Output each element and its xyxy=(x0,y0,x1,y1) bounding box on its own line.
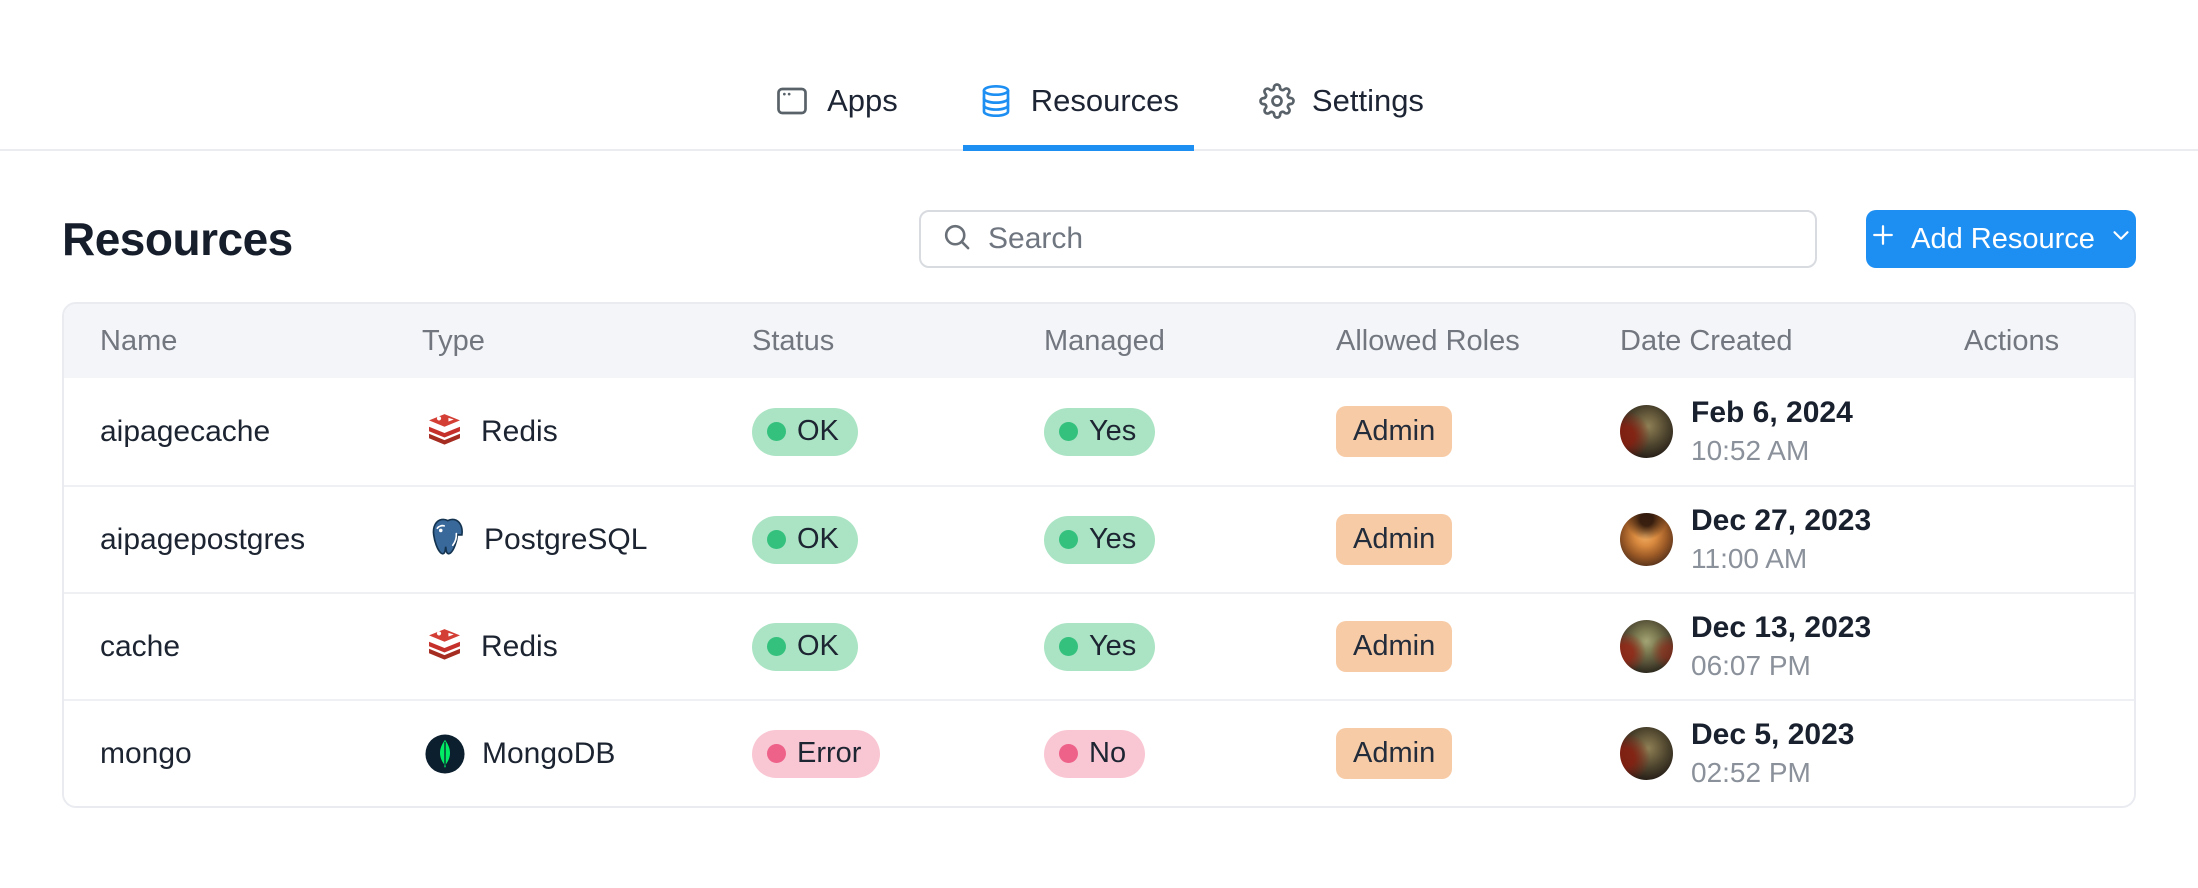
avatar xyxy=(1620,727,1673,780)
managed-badge: Yes xyxy=(1044,407,1156,456)
search-input[interactable] xyxy=(988,222,1795,256)
gear-icon xyxy=(1259,82,1295,119)
search-box xyxy=(919,210,1817,268)
role-badge: Admin xyxy=(1336,728,1453,779)
time-created: 11:00 AM xyxy=(1691,543,1808,574)
time-created: 06:07 PM xyxy=(1691,650,1811,681)
managed-dot xyxy=(1059,744,1078,763)
managed-dot xyxy=(1059,637,1078,656)
date-created-cell: Feb 6, 2024 10:52 AM xyxy=(1620,396,1964,467)
time-created: 02:52 PM xyxy=(1691,757,1811,788)
table-row[interactable]: aipagecache Redis OK Yes Admin xyxy=(64,378,2134,485)
column-header-allowed-roles: Allowed Roles xyxy=(1336,324,1520,357)
status-badge: OK xyxy=(752,515,858,564)
status-badge: OK xyxy=(752,622,858,671)
table-header: Name Type Status Managed Allowed Roles D… xyxy=(64,304,2134,378)
redis-icon xyxy=(422,624,467,669)
date-created-cell: Dec 5, 2023 02:52 PM xyxy=(1620,718,1964,789)
date-created: Feb 6, 2024 xyxy=(1691,396,1853,429)
resource-type-cell: PostgreSQL xyxy=(422,516,752,564)
status-dot xyxy=(767,422,786,441)
resource-type-cell: Redis xyxy=(422,409,752,454)
role-badge: Admin xyxy=(1336,514,1453,565)
tab-resources[interactable]: Resources xyxy=(962,52,1195,151)
add-resource-label: Add Resource xyxy=(1911,222,2095,255)
date-created: Dec 5, 2023 xyxy=(1691,718,1855,751)
top-tab-bar: Apps Resources Settings xyxy=(0,0,2198,151)
apps-window-icon xyxy=(774,83,810,119)
date-created: Dec 13, 2023 xyxy=(1691,611,1872,644)
status-badge: Error xyxy=(752,729,881,778)
tab-apps[interactable]: Apps xyxy=(759,52,913,149)
add-resource-button[interactable]: Add Resource xyxy=(1866,210,2136,268)
status-dot xyxy=(767,637,786,656)
resource-type-cell: Redis xyxy=(422,624,752,669)
page-title: Resources xyxy=(62,213,293,265)
chevron-down-icon xyxy=(2108,222,2134,256)
role-badge: Admin xyxy=(1336,406,1453,457)
avatar xyxy=(1620,405,1673,458)
managed-badge: No xyxy=(1044,729,1146,778)
status-badge: OK xyxy=(752,407,858,456)
status-dot xyxy=(767,530,786,549)
status-dot xyxy=(767,744,786,763)
resource-type-label: Redis xyxy=(481,414,558,448)
column-header-type: Type xyxy=(422,324,485,357)
date-created-cell: Dec 27, 2023 11:00 AM xyxy=(1620,504,1964,575)
avatar xyxy=(1620,513,1673,566)
tab-apps-label: Apps xyxy=(827,82,898,118)
managed-dot xyxy=(1059,530,1078,549)
resource-name: cache xyxy=(100,629,181,663)
table-row[interactable]: aipagepostgres PostgreSQL OK Yes Admin xyxy=(64,485,2134,592)
resource-type-label: MongoDB xyxy=(482,736,616,770)
time-created: 10:52 AM xyxy=(1691,435,1810,466)
resources-table: Name Type Status Managed Allowed Roles D… xyxy=(62,302,2136,808)
resources-page: Resources Add Resource xyxy=(0,210,2198,808)
resource-name: aipagepostgres xyxy=(100,522,306,556)
mongodb-icon xyxy=(422,731,468,777)
table-row[interactable]: mongo MongoDB Error No Admin Dec 5, 2023 xyxy=(64,699,2134,806)
column-header-managed: Managed xyxy=(1044,324,1165,357)
column-header-date-created: Date Created xyxy=(1620,324,1793,357)
managed-dot xyxy=(1059,422,1078,441)
role-badge: Admin xyxy=(1336,621,1453,672)
postgresql-icon xyxy=(422,516,470,564)
date-created-cell: Dec 13, 2023 06:07 PM xyxy=(1620,611,1964,682)
redis-icon xyxy=(422,409,467,454)
database-icon xyxy=(978,83,1014,119)
plus-icon xyxy=(1868,220,1898,258)
resource-type-cell: MongoDB xyxy=(422,731,752,777)
managed-badge: Yes xyxy=(1044,515,1156,564)
tab-settings[interactable]: Settings xyxy=(1244,52,1439,149)
tab-settings-label: Settings xyxy=(1311,82,1424,118)
managed-badge: Yes xyxy=(1044,622,1156,671)
date-created: Dec 27, 2023 xyxy=(1691,504,1872,537)
resource-type-label: PostgreSQL xyxy=(484,522,648,556)
search-icon xyxy=(941,221,972,257)
column-header-status: Status xyxy=(752,324,835,357)
resource-type-label: Redis xyxy=(481,629,558,663)
column-header-name: Name xyxy=(100,324,178,357)
avatar xyxy=(1620,620,1673,673)
column-header-actions: Actions xyxy=(1964,324,2060,357)
resource-name: aipagecache xyxy=(100,414,271,448)
table-row[interactable]: cache Redis OK Yes Admin xyxy=(64,592,2134,699)
resource-name: mongo xyxy=(100,736,192,770)
tab-resources-label: Resources xyxy=(1030,82,1179,118)
page-controls: Resources Add Resource xyxy=(62,210,2136,268)
